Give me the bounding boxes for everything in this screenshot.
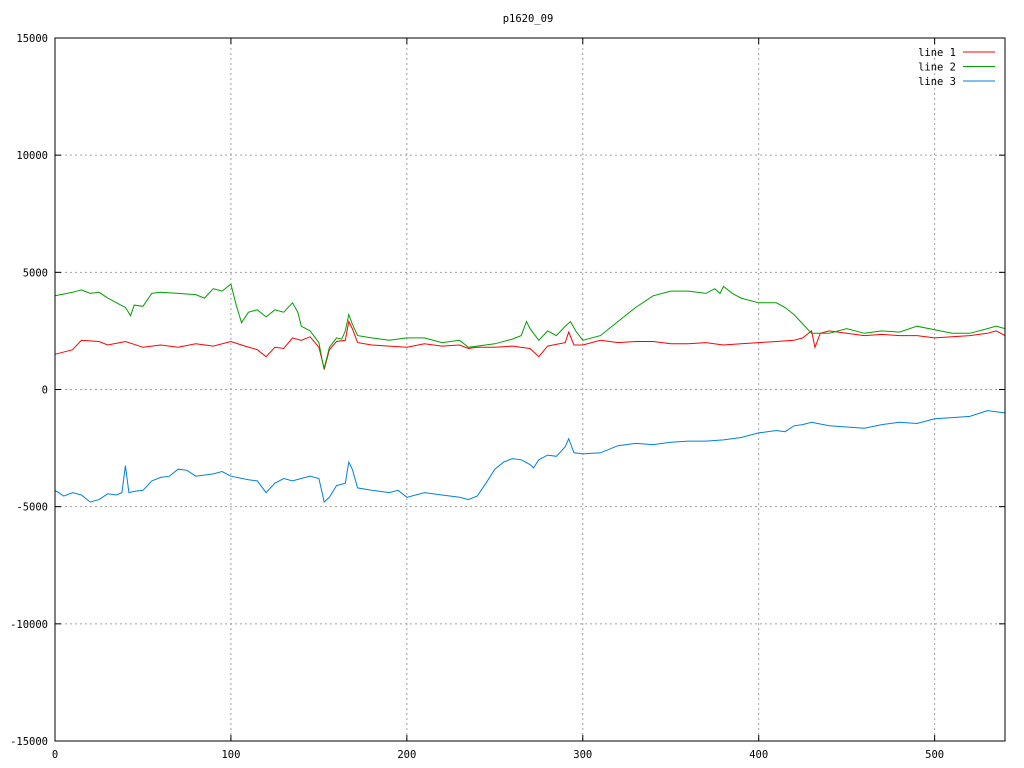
x-tick-label: 300 <box>573 749 592 761</box>
y-tick-label: 10000 <box>16 150 48 162</box>
legend-label: line 1 <box>918 47 956 59</box>
y-tick-label: 0 <box>42 385 48 397</box>
axis-ticks: 0 100 200 300 400 500 -15000 -10000 -5000 0 5000 10… <box>10 33 1005 761</box>
x-tick-label: 500 <box>925 749 944 761</box>
series-line-line-3 <box>54 410 1006 503</box>
series-line-line-1 <box>54 319 1006 370</box>
y-tick-label: 15000 <box>16 33 48 45</box>
x-tick-label: 200 <box>397 749 416 761</box>
series-line-line-2 <box>54 283 1006 369</box>
y-tick-label: -5000 <box>16 502 48 514</box>
chart-title: p1620_09 <box>503 13 554 25</box>
x-tick-label: 0 <box>52 749 58 761</box>
y-tick-label: -10000 <box>10 619 48 631</box>
grid-lines <box>55 38 1005 741</box>
legend-label: line 2 <box>918 62 956 74</box>
series-lines <box>54 283 1006 503</box>
legend: line 1 line 2 line 3 <box>918 47 995 88</box>
x-tick-label: 100 <box>221 749 240 761</box>
legend-label: line 3 <box>918 76 956 88</box>
y-tick-label: -15000 <box>10 736 48 748</box>
x-tick-label: 400 <box>749 749 768 761</box>
y-tick-label: 5000 <box>23 267 48 279</box>
